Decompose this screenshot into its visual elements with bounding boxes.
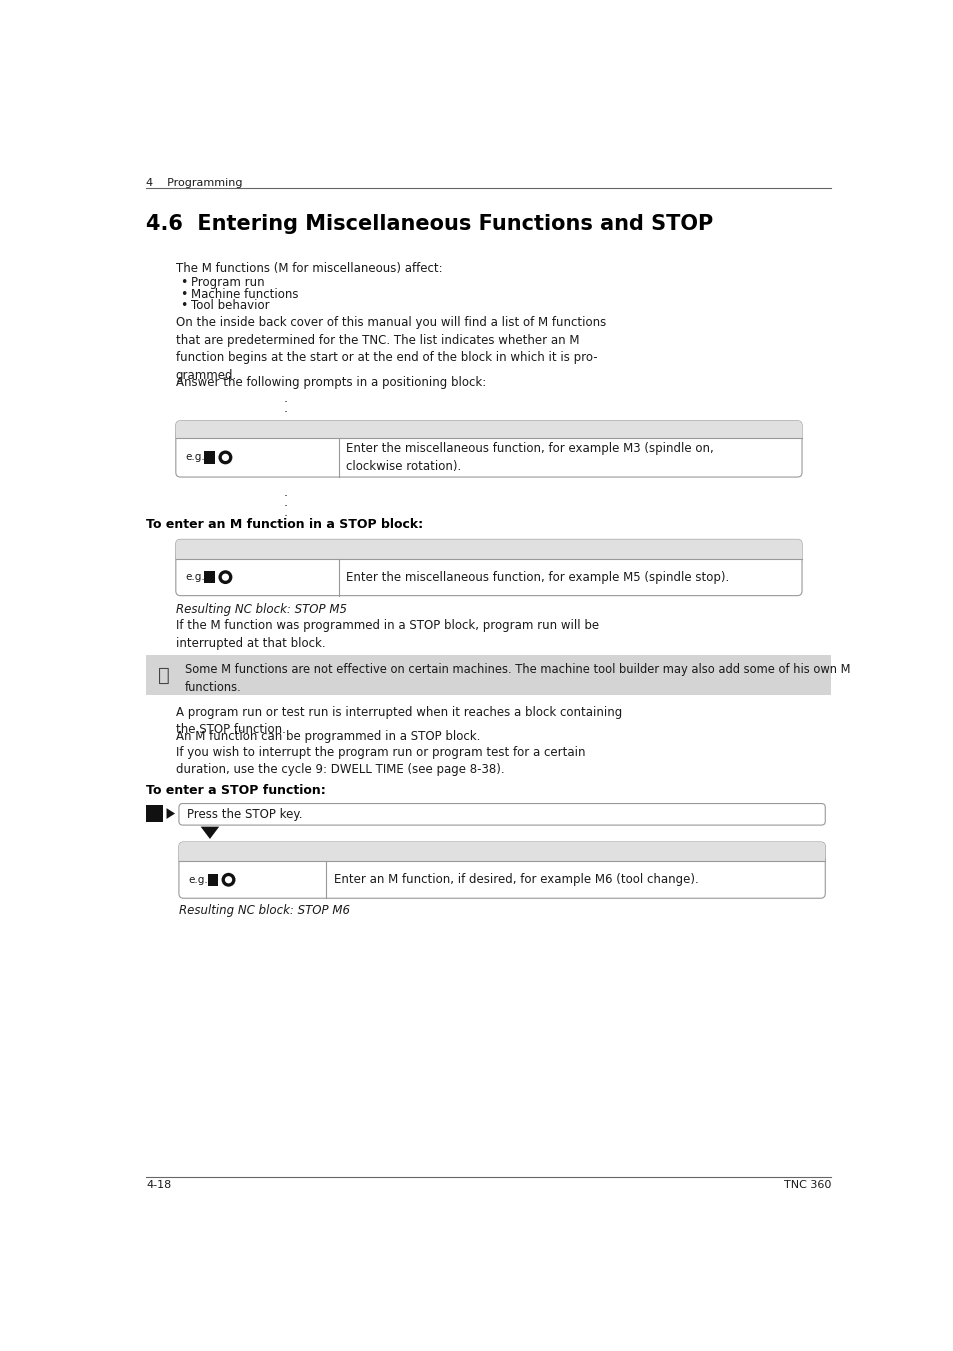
Text: If the M function was programmed in a STOP block, program run will be
interrupte: If the M function was programmed in a ST… (175, 620, 598, 650)
Text: Tool behavior: Tool behavior (191, 299, 269, 312)
Text: If you wish to interrupt the program run or program test for a certain
duration,: If you wish to interrupt the program run… (175, 746, 585, 777)
Circle shape (218, 450, 233, 465)
Text: .: . (284, 485, 288, 499)
Circle shape (218, 570, 233, 584)
Text: Some M functions are not effective on certain machines. The machine tool builder: Some M functions are not effective on ce… (185, 663, 850, 694)
Polygon shape (200, 827, 219, 839)
Text: Machine functions: Machine functions (191, 288, 297, 301)
Text: 4-18: 4-18 (146, 1179, 172, 1190)
Text: .: . (284, 496, 288, 508)
Text: Resulting NC block: STOP M6: Resulting NC block: STOP M6 (179, 904, 350, 917)
Text: To enter a STOP function:: To enter a STOP function: (146, 785, 326, 797)
Text: To enter an M function in a STOP block:: To enter an M function in a STOP block: (146, 517, 423, 531)
Bar (146, 805, 163, 821)
Text: 4    Programming: 4 Programming (146, 177, 243, 188)
Bar (146, 655, 831, 694)
Text: Resulting NC block: STOP M5: Resulting NC block: STOP M5 (175, 603, 347, 616)
Text: .: . (284, 392, 288, 404)
FancyBboxPatch shape (175, 539, 801, 559)
Circle shape (221, 454, 229, 461)
Bar (175, 430, 801, 438)
Text: .: . (284, 412, 288, 424)
Circle shape (221, 873, 235, 886)
Text: Answer the following prompts in a positioning block:: Answer the following prompts in a positi… (175, 376, 486, 389)
Circle shape (225, 877, 232, 884)
Bar (179, 851, 824, 862)
Bar (208, 874, 218, 886)
Text: 4.6  Entering Miscellaneous Functions and STOP: 4.6 Entering Miscellaneous Functions and… (146, 215, 713, 235)
FancyBboxPatch shape (179, 804, 824, 825)
Text: On the inside back cover of this manual you will find a list of M functions
that: On the inside back cover of this manual … (175, 316, 605, 381)
FancyBboxPatch shape (179, 842, 824, 862)
Bar (204, 571, 215, 584)
Text: Program run: Program run (191, 276, 264, 289)
Text: An M function can be programmed in a STOP block.: An M function can be programmed in a STO… (175, 731, 479, 743)
Text: Enter the miscellaneous function, for example M5 (spindle stop).: Enter the miscellaneous function, for ex… (346, 570, 729, 584)
Text: Enter an M function, if desired, for example M6 (tool change).: Enter an M function, if desired, for exa… (334, 873, 698, 886)
Text: Press the STOP key.: Press the STOP key. (187, 808, 302, 821)
Text: .: . (284, 401, 288, 415)
Text: •: • (179, 288, 187, 301)
Bar (175, 549, 801, 559)
Text: .: . (284, 505, 288, 519)
Text: e.g.: e.g. (185, 573, 205, 582)
Text: 👋: 👋 (157, 666, 169, 685)
Text: TNC 360: TNC 360 (783, 1179, 831, 1190)
Bar (204, 451, 215, 463)
Text: •: • (179, 276, 187, 289)
Text: The M functions (M for miscellaneous) affect:: The M functions (M for miscellaneous) af… (175, 262, 442, 276)
FancyBboxPatch shape (175, 422, 801, 477)
Text: •: • (179, 299, 187, 312)
FancyBboxPatch shape (175, 422, 801, 438)
Text: A program run or test run is interrupted when it reaches a block containing
the : A program run or test run is interrupted… (175, 705, 621, 736)
Text: e.g.: e.g. (185, 453, 205, 462)
Circle shape (221, 574, 229, 581)
FancyBboxPatch shape (179, 842, 824, 898)
FancyBboxPatch shape (175, 539, 801, 596)
Text: e.g.: e.g. (188, 874, 208, 885)
Text: Enter the miscellaneous function, for example M3 (spindle on,
clockwise rotation: Enter the miscellaneous function, for ex… (346, 442, 714, 473)
Polygon shape (167, 808, 174, 819)
